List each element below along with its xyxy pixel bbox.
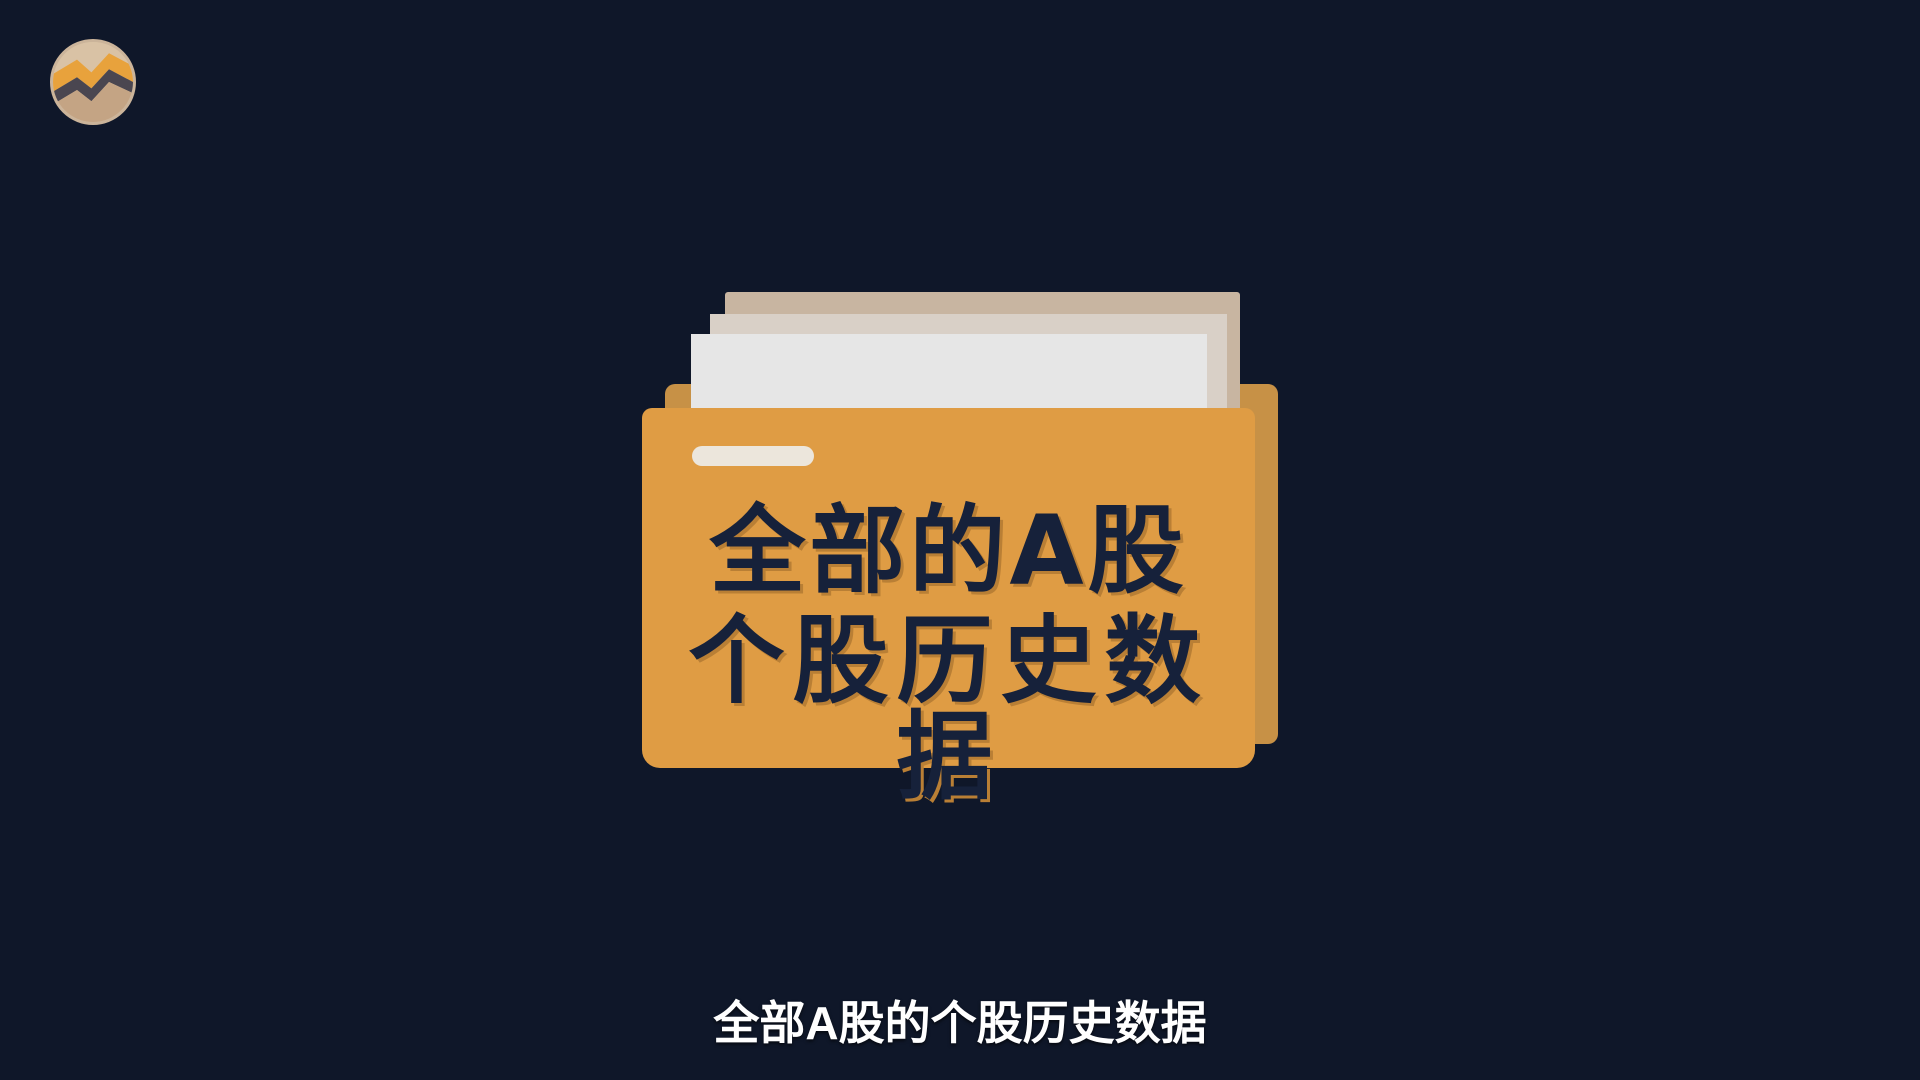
folder-label-tab [692, 446, 814, 466]
folder-front-panel [642, 408, 1255, 768]
folder-title-line-2: 个股历史数据 [688, 605, 1209, 813]
subtitle-caption: 全部A股的个股历史数据 [713, 997, 1207, 1049]
mountain-chart-icon [53, 42, 133, 122]
folder-title-line-1: 全部的A股 [709, 495, 1188, 607]
channel-logo-icon [50, 39, 136, 125]
